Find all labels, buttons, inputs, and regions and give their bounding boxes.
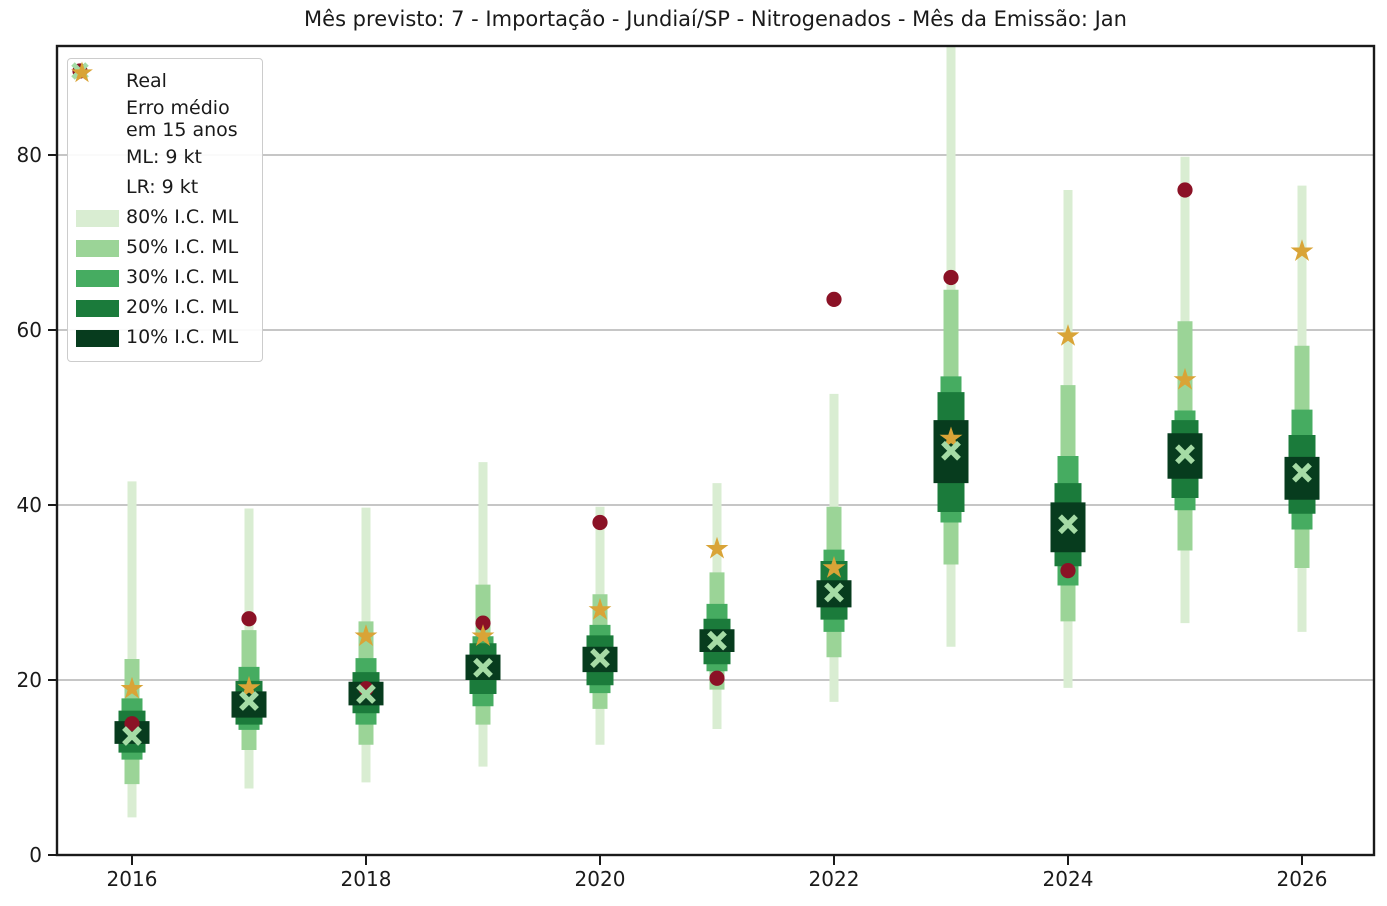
series-group	[114, 46, 1320, 818]
lr-point-2026	[1290, 239, 1314, 261]
xtick-label-2020: 2020	[575, 867, 626, 891]
legend-label-erro-medio: Erro médio em 15 anos	[126, 97, 238, 141]
ytick-label-80: 80	[17, 143, 42, 167]
xtick-label-2016: 2016	[107, 867, 158, 891]
lr-point-2021	[705, 536, 729, 559]
ci80-patch-icon	[75, 209, 119, 227]
ml-point-2022	[824, 582, 844, 603]
legend-item-lr: LR: 9 kt	[68, 61, 262, 203]
lr-point-2024	[1056, 324, 1080, 346]
legend-item-ci50: 50% I.C. ML	[68, 233, 262, 263]
ml-point-2020	[590, 648, 610, 669]
real-point-2023	[943, 269, 959, 286]
legend-item-ci10: 10% I.C. ML	[68, 323, 262, 353]
real-point-2017	[241, 611, 257, 627]
legend-label-ci80: 80% I.C. ML	[126, 206, 239, 229]
legend-label-ci30: 30% I.C. ML	[126, 266, 239, 289]
ci50-patch-icon	[75, 239, 119, 257]
real-point-2020	[592, 514, 608, 531]
ml-point-2017	[239, 691, 259, 711]
ml-point-2021	[707, 630, 727, 651]
legend-item-ml: ML: 9 kt	[68, 62, 262, 173]
legend-label-ci50: 50% I.C. ML	[126, 236, 239, 259]
legend-label-lr: LR: 9 kt	[126, 176, 199, 199]
xtick-label-2026: 2026	[1277, 867, 1328, 891]
ml-point-2026	[1292, 462, 1312, 483]
ci30-patch-icon	[75, 269, 119, 287]
real-point-2021	[709, 670, 725, 686]
ytick-label-0: 0	[29, 843, 42, 867]
real-point-2022	[826, 291, 842, 307]
real-point-2016	[124, 716, 140, 732]
xtick-label-2024: 2024	[1043, 867, 1094, 891]
ytick-label-60: 60	[17, 318, 42, 342]
xtick-label-2022: 2022	[809, 867, 860, 891]
real-point-2019	[475, 615, 491, 631]
legend-item-erro-medio: Erro médio em 15 anos	[68, 97, 262, 143]
legend-label-ci20: 20% I.C. ML	[126, 296, 239, 319]
ytick-label-20: 20	[17, 668, 42, 692]
lr-point-2022	[822, 556, 846, 578]
ml-point-2016	[122, 726, 142, 746]
real-point-2025	[1177, 182, 1193, 198]
legend-item-ci20: 20% I.C. ML	[68, 293, 262, 323]
ml-point-2025	[1175, 444, 1195, 465]
legend-item-ci80: 80% I.C. ML	[68, 203, 262, 233]
lr-point-2025	[1173, 367, 1197, 390]
ml-point-2018	[356, 684, 376, 704]
plot-border	[55, 44, 1376, 857]
lr-point-2020	[588, 598, 612, 620]
lr-point-2018	[354, 624, 378, 646]
legend-label-ml: ML: 9 kt	[126, 146, 202, 169]
legend-item-ci30: 30% I.C. ML	[68, 263, 262, 293]
ci10-patch-icon	[75, 329, 119, 347]
ytick-label-40: 40	[17, 493, 42, 517]
real-point-2024	[1060, 563, 1076, 579]
ci10-band-2026	[1284, 456, 1320, 500]
legend-item-real: Real	[68, 63, 262, 97]
legend: Real Erro médio em 15 anos ML: 9 kt LR: …	[67, 58, 263, 362]
lr-point-2019	[471, 624, 495, 646]
legend-label-real: Real	[126, 70, 167, 93]
lr-point-2023	[939, 426, 963, 449]
chart-title: Mês previsto: 7 - Importação - Jundiaí/S…	[304, 7, 1127, 31]
ml-point-2024	[1058, 514, 1078, 535]
legend-label-ci10: 10% I.C. ML	[126, 326, 239, 349]
lr-point-2017	[237, 675, 261, 698]
ci20-patch-icon	[75, 299, 119, 317]
xtick-label-2018: 2018	[341, 867, 392, 891]
ml-point-2023	[941, 440, 961, 461]
lr-point-2016	[120, 676, 144, 699]
ml-point-2019	[473, 657, 493, 678]
ci80-band-2016	[127, 481, 137, 818]
